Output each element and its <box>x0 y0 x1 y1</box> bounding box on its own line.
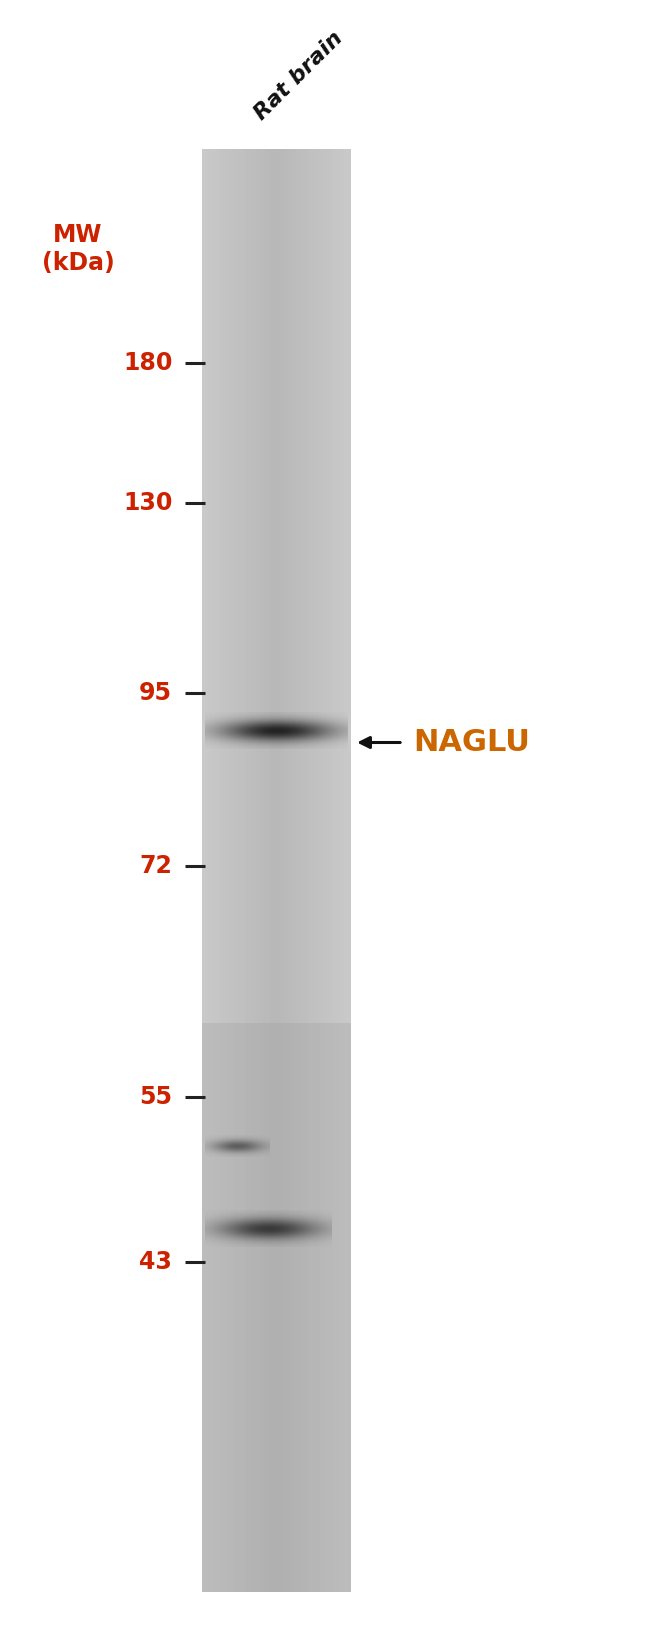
Bar <box>211 148 214 1592</box>
Text: 130: 130 <box>123 492 172 515</box>
Bar <box>204 148 207 1592</box>
Bar <box>241 148 244 1592</box>
Text: 55: 55 <box>139 1086 172 1109</box>
Bar <box>326 148 329 1592</box>
Bar <box>202 148 204 1592</box>
Bar <box>324 148 326 1592</box>
Text: Rat brain: Rat brain <box>250 28 346 124</box>
Bar <box>202 148 351 1592</box>
Bar <box>234 148 237 1592</box>
Bar <box>286 148 289 1592</box>
Bar <box>328 148 331 1592</box>
Bar <box>274 148 276 1592</box>
Bar <box>249 148 252 1592</box>
Bar <box>348 148 351 1592</box>
Bar <box>259 148 261 1592</box>
Bar <box>237 148 239 1592</box>
Bar <box>244 148 246 1592</box>
Bar <box>276 148 279 1592</box>
Bar <box>224 148 226 1592</box>
Bar <box>209 148 211 1592</box>
Bar <box>289 148 291 1592</box>
Text: NAGLU: NAGLU <box>413 728 530 757</box>
Bar <box>266 148 269 1592</box>
Bar <box>304 148 306 1592</box>
Bar <box>207 148 209 1592</box>
Bar <box>316 148 318 1592</box>
Bar <box>309 148 311 1592</box>
Bar <box>341 148 344 1592</box>
Bar <box>306 148 309 1592</box>
Text: 180: 180 <box>123 351 172 375</box>
Bar <box>284 148 286 1592</box>
Bar <box>291 148 294 1592</box>
Text: 72: 72 <box>139 855 172 878</box>
Bar <box>321 148 324 1592</box>
Bar <box>311 148 313 1592</box>
Bar <box>261 148 264 1592</box>
Bar <box>226 148 229 1592</box>
Bar <box>264 148 266 1592</box>
Bar <box>254 148 256 1592</box>
Text: 95: 95 <box>139 681 172 705</box>
Bar <box>246 148 249 1592</box>
Bar <box>296 148 299 1592</box>
Bar <box>294 148 296 1592</box>
Bar <box>271 148 274 1592</box>
Bar <box>269 148 271 1592</box>
Bar <box>202 1023 351 1592</box>
Bar <box>214 148 216 1592</box>
Bar <box>281 148 283 1592</box>
Bar <box>279 148 281 1592</box>
Bar <box>331 148 333 1592</box>
Text: 43: 43 <box>139 1251 172 1274</box>
Text: MW
(kDa): MW (kDa) <box>42 223 114 274</box>
Bar <box>216 148 219 1592</box>
Bar <box>318 148 321 1592</box>
Bar <box>231 148 234 1592</box>
Bar <box>313 148 316 1592</box>
Bar <box>229 148 231 1592</box>
Bar <box>336 148 339 1592</box>
Bar <box>256 148 259 1592</box>
Bar <box>219 148 222 1592</box>
Bar <box>344 148 346 1592</box>
Bar <box>339 148 341 1592</box>
Bar <box>299 148 301 1592</box>
Bar <box>346 148 348 1592</box>
Bar <box>333 148 336 1592</box>
Bar <box>252 148 254 1592</box>
Bar <box>301 148 304 1592</box>
Bar <box>222 148 224 1592</box>
Bar <box>239 148 241 1592</box>
